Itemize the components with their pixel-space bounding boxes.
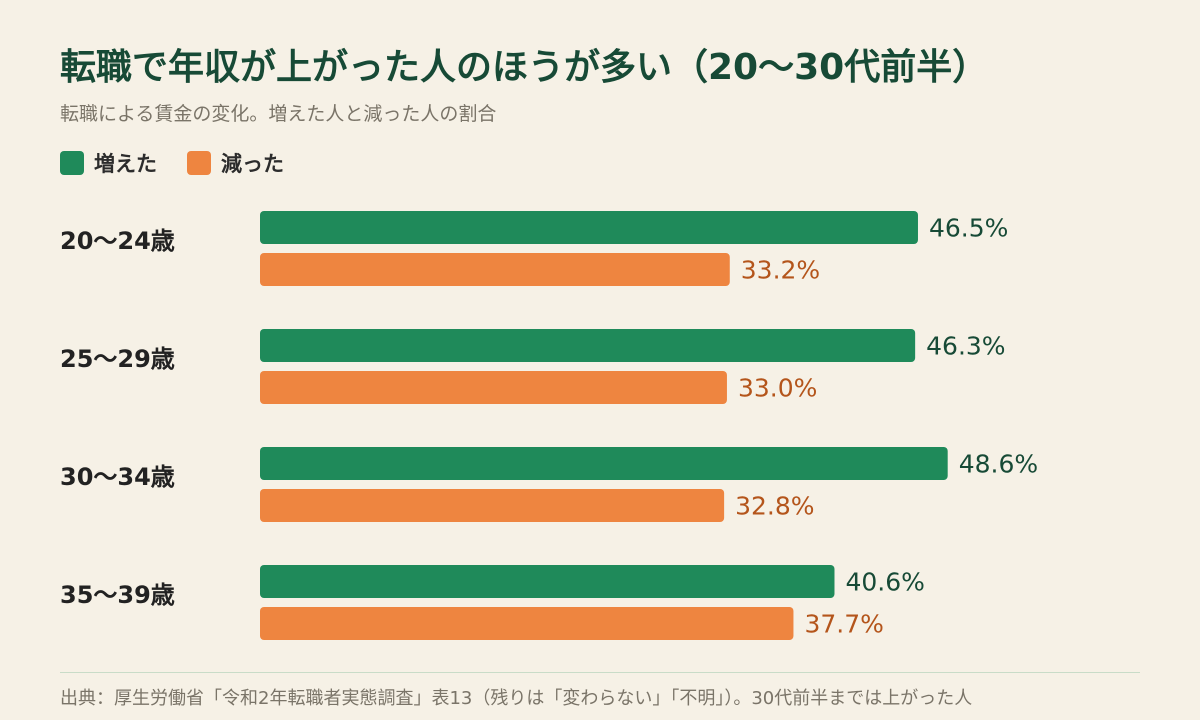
chart-subtitle: 転職による賃金の変化。増えた人と減った人の割合 [60,103,497,125]
chart-title: 転職で年収が上がった人のほうが多い（20〜30代前半） [60,47,989,88]
category-label: 30〜34歳 [60,463,175,491]
legend-label-decreased: 減った [221,152,284,176]
legend-swatch-increased [60,151,84,175]
legend-item-increased: 増えた [60,148,157,178]
category-label: 35〜39歳 [60,581,175,609]
category-label: 20〜24歳 [60,227,175,255]
bar-chart: 20〜24歳 46.5% 33.2% 25〜29歳 46.3% 33.0% 30〜34歳 48… [60,211,1038,640]
bar-value-label-increased: 46.5% [929,214,1008,243]
bar-increased [260,565,835,598]
bar-decreased [260,489,725,522]
category-label: 25〜29歳 [60,345,175,373]
bar-decreased [260,253,730,286]
legend: 増えた 減った [60,148,314,178]
source-divider [60,672,1140,673]
bar-increased [260,447,948,480]
legend-label-increased: 増えた [94,152,157,176]
bar-value-label-increased: 48.6% [959,450,1038,479]
source-note: 出典：厚生労働省「令和2年転職者実態調査」表13（残りは「変わらない」「不明」）… [60,688,973,709]
bar-increased [260,211,918,244]
bar-value-label-increased: 46.3% [926,332,1005,361]
bar-value-label-decreased: 32.8% [735,492,814,521]
bar-decreased [260,371,727,404]
bar-value-label-decreased: 37.7% [804,610,883,639]
bar-increased [260,329,916,362]
legend-item-decreased: 減った [187,148,284,178]
legend-swatch-decreased [187,151,211,175]
bar-decreased [260,607,794,640]
bar-value-label-increased: 40.6% [845,568,924,597]
bar-value-label-decreased: 33.2% [741,256,820,285]
bar-value-label-decreased: 33.0% [738,374,817,403]
